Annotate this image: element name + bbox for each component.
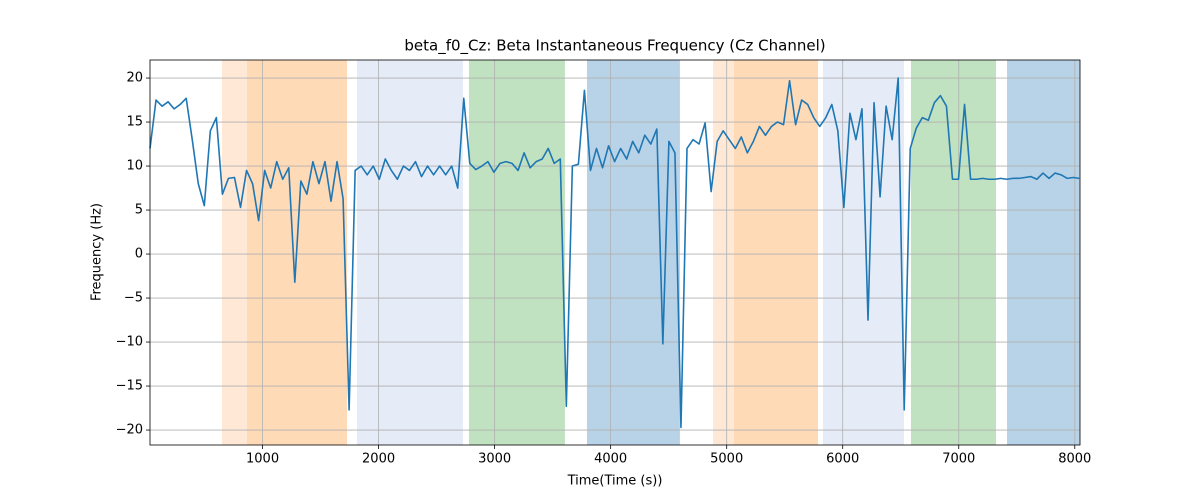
shaded-span bbox=[468, 60, 565, 445]
data-line bbox=[149, 77, 1080, 429]
y-tick-label: 10 bbox=[126, 159, 143, 174]
x-tick-label: 7000 bbox=[942, 452, 975, 467]
shaded-span bbox=[586, 60, 680, 445]
shaded-span bbox=[910, 60, 996, 445]
x-tick-label: 2000 bbox=[362, 452, 395, 467]
y-tick-label: 15 bbox=[126, 115, 143, 130]
x-tick-label: 5000 bbox=[710, 452, 743, 467]
x-tick-label: 6000 bbox=[826, 452, 859, 467]
y-tick-label: 5 bbox=[135, 203, 143, 218]
chart-title: beta_f0_Cz: Beta Instantaneous Frequency… bbox=[404, 37, 825, 56]
shaded-span bbox=[221, 60, 248, 445]
x-tick-label: 8000 bbox=[1058, 452, 1091, 467]
shaded-span bbox=[712, 60, 734, 445]
y-tick-label: 0 bbox=[135, 247, 143, 262]
y-tick-label: −10 bbox=[116, 335, 143, 350]
shaded-span bbox=[1007, 60, 1080, 445]
x-tick-label: 3000 bbox=[478, 452, 511, 467]
x-tick-label: 4000 bbox=[594, 452, 627, 467]
shaded-span bbox=[733, 60, 818, 445]
x-tick-label: 1000 bbox=[246, 452, 279, 467]
y-tick-label: −15 bbox=[116, 379, 143, 394]
y-tick-label: 20 bbox=[126, 71, 143, 86]
y-tick-label: −20 bbox=[116, 423, 143, 438]
ticks: 1000 2000 3000 4000 5000 6000 7000 8000 −20 −15 −1… bbox=[116, 71, 1092, 467]
plot bbox=[149, 77, 1080, 429]
grid bbox=[150, 60, 1080, 445]
axes-frame bbox=[149, 59, 1081, 446]
x-axis-label: Time(Time (s)) bbox=[567, 474, 663, 489]
shaded-span bbox=[357, 60, 463, 445]
y-axis-label: Frequency (Hz) bbox=[90, 203, 105, 301]
y-tick-label: −5 bbox=[124, 291, 143, 306]
